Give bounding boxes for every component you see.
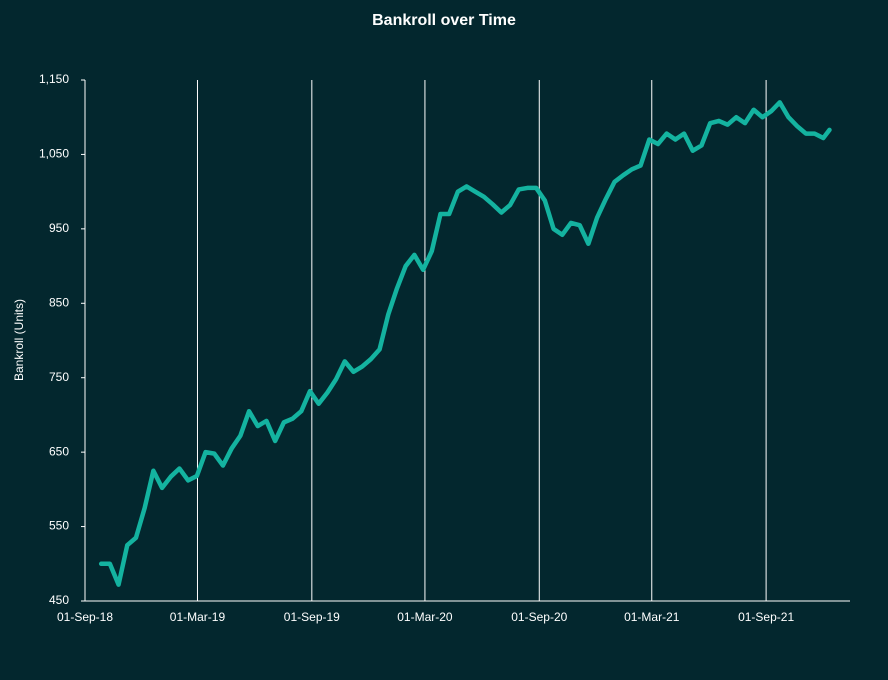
y-tick-label: 650: [49, 444, 69, 458]
chart-title: Bankroll over Time: [372, 12, 516, 29]
y-tick-label: 1,150: [39, 72, 69, 86]
y-axis-label: Bankroll (Units): [12, 299, 26, 381]
y-tick-label: 750: [49, 370, 69, 384]
x-tick-label: 01-Mar-20: [397, 610, 453, 624]
data-line: [98, 100, 832, 587]
y-tick-label: 1,050: [39, 147, 69, 161]
x-tick-label: 01-Sep-18: [57, 610, 113, 624]
x-tick-label: 01-Sep-21: [738, 610, 794, 624]
x-tick-label: 01-Mar-19: [170, 610, 226, 624]
y-tick-label: 450: [49, 593, 69, 607]
y-tick-label: 850: [49, 295, 69, 309]
x-tick-label: 01-Mar-21: [624, 610, 680, 624]
y-tick-label: 950: [49, 221, 69, 235]
x-tick-label: 01-Sep-20: [511, 610, 567, 624]
y-tick-label: 550: [49, 519, 69, 533]
x-tick-label: 01-Sep-19: [284, 610, 340, 624]
